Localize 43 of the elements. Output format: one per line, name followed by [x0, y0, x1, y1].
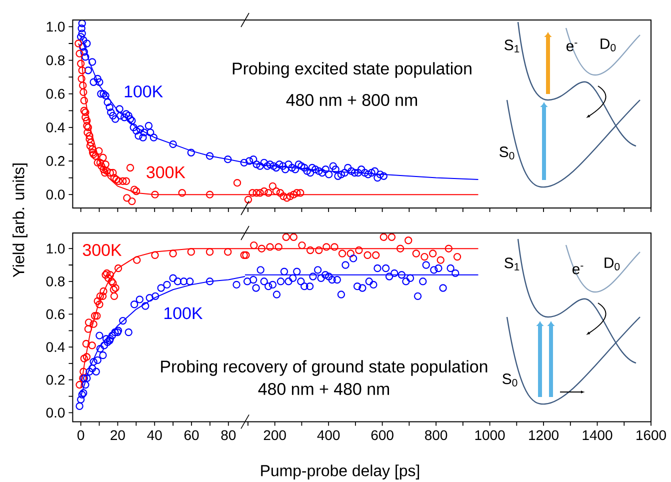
annotation: D$_{0}$	[604, 258, 620, 270]
annotation: e$^{-}$	[566, 42, 578, 52]
x-axis-title: Pump-probe delay [ps]	[261, 464, 420, 480]
annotation: S$_{1}$	[504, 258, 520, 270]
y-tick-label: 0.4	[46, 342, 65, 352]
series-label: 100K	[124, 85, 163, 98]
annotation: S$_{0}$	[500, 146, 514, 160]
x-tick-label: 600	[371, 430, 394, 440]
annotation: e$^{-}$	[572, 266, 584, 274]
x-tick-label: 200	[264, 430, 286, 440]
y-tick-label: 0.2	[46, 374, 64, 385]
x-tick-label: 20	[110, 430, 125, 440]
series-label: 300K	[146, 166, 186, 178]
annotation: 480 nm + 480 nm	[258, 383, 390, 396]
y-tick-label: 1.0	[46, 22, 65, 32]
y-tick-label: 0.6	[46, 88, 65, 99]
x-tick-label: 1600	[636, 430, 666, 440]
y-tick-label: 1.0	[46, 244, 65, 254]
y-tick-label: 0.8	[46, 276, 65, 286]
x-tick-label: 1400	[582, 430, 612, 440]
x-tick-label: 0	[77, 430, 84, 440]
y-tick-label: 0.8	[46, 55, 65, 66]
annotation: S$_{0}$	[502, 374, 518, 386]
series-label: 100K	[164, 307, 203, 320]
annotation: 480 nm + 800 nm	[286, 94, 418, 106]
annotation: D$_{0}$	[600, 38, 616, 52]
x-tick-label: 1000	[475, 430, 505, 440]
annotation: Probing excited state population	[232, 62, 472, 78]
y-tick-label: 0.2	[46, 156, 64, 166]
y-tick-label: 0.4	[46, 122, 65, 132]
y-tick-label: 0.0	[46, 190, 65, 200]
y-tick-label: 0.6	[46, 309, 65, 320]
x-tick-label: 1200	[529, 430, 558, 440]
x-tick-label: 800	[425, 430, 448, 440]
y-tick-label: 0.0	[46, 408, 65, 418]
annotation: S$_{1}$	[504, 40, 520, 52]
y-axis-title: Yield [arb. units]	[12, 164, 28, 278]
series-label: 300K	[82, 244, 122, 256]
x-tick-label: 40	[147, 430, 162, 440]
x-tick-label: 400	[317, 430, 340, 440]
x-tick-label: 80	[221, 430, 236, 440]
annotation: Probing recovery of ground state population	[161, 360, 488, 376]
x-tick-label: 60	[184, 430, 199, 440]
